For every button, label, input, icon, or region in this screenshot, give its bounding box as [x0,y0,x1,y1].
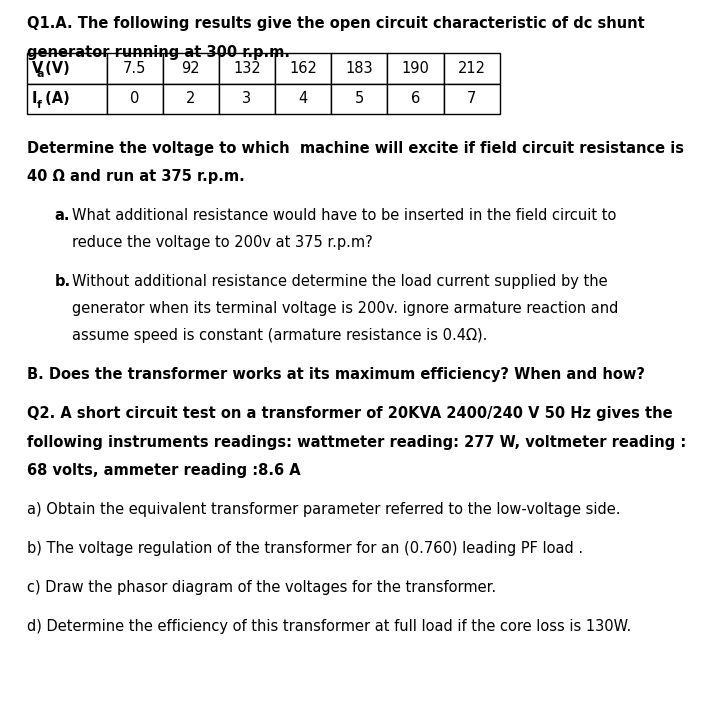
Text: c) Draw the phasor diagram of the voltages for the transformer.: c) Draw the phasor diagram of the voltag… [27,580,497,595]
Bar [107,84,163,114]
Bar [331,84,387,114]
Text: Q1.A. The following results give the open circuit characteristic of dc shunt: Q1.A. The following results give the ope… [27,16,645,31]
Text: Q2. A short circuit test on a transformer of 20KVA 2400/240 V 50 Hz gives the: Q2. A short circuit test on a transforme… [27,406,673,421]
Text: a: a [36,69,44,79]
Text: a) Obtain the equivalent transformer parameter referred to the low-voltage side.: a) Obtain the equivalent transformer par… [27,502,621,517]
Text: (V): (V) [40,61,70,76]
Text: I: I [32,91,37,106]
Text: Without additional resistance determine the load current supplied by the: Without additional resistance determine … [72,274,608,289]
Text: 2: 2 [186,91,196,106]
Text: following instruments readings: wattmeter reading: 277 W, voltmeter reading :: following instruments readings: wattmete… [27,435,687,450]
Text: b) The voltage regulation of the transformer for an (0.760) leading PF load .: b) The voltage regulation of the transfo… [27,541,583,556]
Text: generator running at 300 r.p.m.: generator running at 300 r.p.m. [27,45,290,60]
Text: Determine the voltage to which  machine will excite if field circuit resistance : Determine the voltage to which machine w… [27,141,684,156]
Text: 5: 5 [355,91,364,106]
Bar [331,53,387,84]
Text: 7: 7 [467,91,477,106]
Text: 40 Ω and run at 375 r.p.m.: 40 Ω and run at 375 r.p.m. [27,169,245,184]
Bar [219,84,275,114]
Text: 212: 212 [458,61,485,76]
Text: 162: 162 [289,61,317,76]
Text: assume speed is constant (armature resistance is 0.4Ω).: assume speed is constant (armature resis… [72,328,487,343]
Bar [387,53,444,84]
Text: b.: b. [55,274,71,289]
Bar [387,84,444,114]
Bar [27,84,107,114]
Bar [275,84,331,114]
Text: a.: a. [55,208,71,223]
Text: (A): (A) [40,91,70,106]
Text: 183: 183 [346,61,373,76]
Bar [163,53,219,84]
Text: 4: 4 [299,91,307,106]
Text: 7.5: 7.5 [123,61,146,76]
Text: 0: 0 [130,91,140,106]
Bar [275,53,331,84]
Text: B. Does the transformer works at its maximum efficiency? When and how?: B. Does the transformer works at its max… [27,367,645,382]
Text: 68 volts, ammeter reading :8.6 A: 68 volts, ammeter reading :8.6 A [27,463,301,478]
Text: 6: 6 [411,91,420,106]
Bar [444,84,500,114]
Bar [107,53,163,84]
Bar [444,53,500,84]
Text: d) Determine the efficiency of this transformer at full load if the core loss is: d) Determine the efficiency of this tran… [27,619,631,634]
Text: What additional resistance would have to be inserted in the field circuit to: What additional resistance would have to… [72,208,616,223]
Bar [219,53,275,84]
Text: 3: 3 [243,91,251,106]
Text: 92: 92 [181,61,200,76]
Bar [163,84,219,114]
Text: 190: 190 [402,61,429,76]
Text: generator when its terminal voltage is 200v. ignore armature reaction and: generator when its terminal voltage is 2… [72,301,618,316]
Text: V: V [32,61,43,76]
Bar [27,53,107,84]
Text: f: f [36,99,41,110]
Text: 132: 132 [233,61,261,76]
Text: reduce the voltage to 200v at 375 r.p.m?: reduce the voltage to 200v at 375 r.p.m? [72,235,373,250]
